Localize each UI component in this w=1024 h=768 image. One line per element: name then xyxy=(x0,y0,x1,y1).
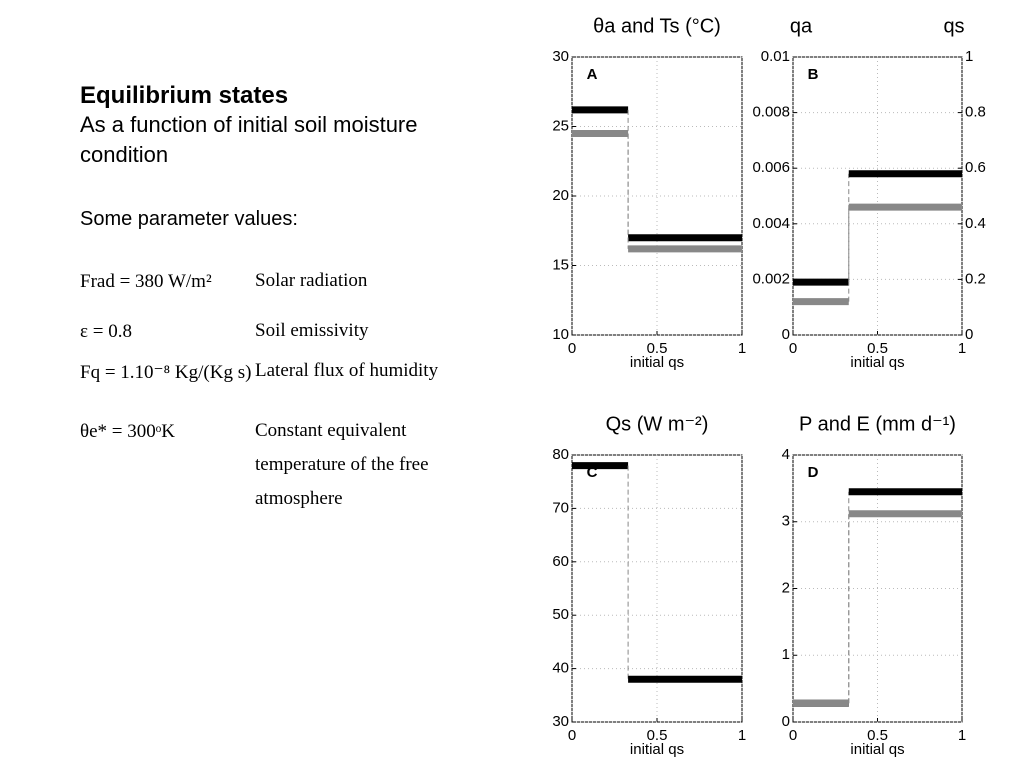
x-axis-label: initial qs xyxy=(630,354,684,371)
params-heading: Some parameter values: xyxy=(80,208,298,230)
y2-tick-label: 0.6 xyxy=(965,159,986,176)
y2-tick-label: 0.4 xyxy=(965,215,986,232)
y-tick-label: 0 xyxy=(782,713,790,730)
y2-tick-label: 0 xyxy=(965,326,973,343)
x-tick-label: 0 xyxy=(568,340,576,357)
y-tick-label: 60 xyxy=(552,553,569,570)
chart-title: θa and Ts (°C) xyxy=(593,15,721,37)
y-tick-label: 10 xyxy=(552,326,569,343)
y2-tick-label: 1 xyxy=(965,48,973,65)
slide-title: Equilibrium states xyxy=(80,82,289,109)
x-tick-label: 0.5 xyxy=(647,727,668,744)
description: Solar radiation xyxy=(255,270,368,291)
y2-tick-label: 0.2 xyxy=(965,270,986,287)
y-tick-label: 0.008 xyxy=(752,104,790,121)
y-tick-label: 2 xyxy=(782,579,790,596)
y-tick-label: 30 xyxy=(552,713,569,730)
y-tick-label: 0.006 xyxy=(752,159,790,176)
x-tick-label: 0.5 xyxy=(647,340,668,357)
y-tick-label: 0.002 xyxy=(752,270,790,287)
y-tick-label: 4 xyxy=(782,446,790,463)
description: Lateral flux of humidity xyxy=(255,360,439,381)
y-tick-label: 0.004 xyxy=(752,215,790,232)
x-tick-label: 0 xyxy=(789,340,797,357)
panel-label: B xyxy=(808,66,819,83)
y-tick-label: 40 xyxy=(552,660,569,677)
y-tick-label: 0 xyxy=(782,326,790,343)
plot-frame xyxy=(792,56,963,336)
formula: ε = 0.8 xyxy=(80,321,132,342)
slide-subtitle: As a function of initial soil moisture c… xyxy=(80,112,418,167)
x-axis-label: initial qs xyxy=(850,741,904,758)
panel-label: D xyxy=(808,464,819,481)
x-tick-label: 0.5 xyxy=(867,340,888,357)
x-tick-label: 1 xyxy=(958,727,966,744)
description: Constant equivalent temperature of the f… xyxy=(255,420,429,509)
formula: Frad = 380 W/m² xyxy=(80,271,212,292)
y-tick-label: 50 xyxy=(552,606,569,623)
x-axis-label: initial qs xyxy=(850,354,904,371)
x-tick-label: 1 xyxy=(738,727,746,744)
y-tick-label: 70 xyxy=(552,499,569,516)
y-tick-label: 20 xyxy=(552,187,569,204)
y-tick-label: 80 xyxy=(552,446,569,463)
y-tick-label: 15 xyxy=(552,256,569,273)
chart-title-right: qs xyxy=(943,15,964,37)
x-tick-label: 0.5 xyxy=(867,727,888,744)
y-tick-label: 1 xyxy=(782,646,790,663)
x-tick-label: 1 xyxy=(738,340,746,357)
y-tick-label: 0.01 xyxy=(761,48,790,65)
chart-title: P and E (mm d⁻¹) xyxy=(799,413,956,435)
x-tick-label: 1 xyxy=(958,340,966,357)
x-tick-label: 0 xyxy=(789,727,797,744)
y-tick-label: 30 xyxy=(552,48,569,65)
y2-tick-label: 0.8 xyxy=(965,104,986,121)
description: Soil emissivity xyxy=(255,320,369,341)
text-panel: Equilibrium states As a function of init… xyxy=(80,82,480,509)
panel-label: C xyxy=(587,464,598,481)
y-tick-label: 3 xyxy=(782,513,790,530)
panel-label: A xyxy=(587,66,598,83)
chart-title-left: qa xyxy=(790,15,813,37)
y-tick-label: 25 xyxy=(552,117,569,134)
x-tick-label: 0 xyxy=(568,727,576,744)
x-axis-label: initial qs xyxy=(630,741,684,758)
formula: θe* = 300ᵒK xyxy=(80,421,175,442)
formula: Fq = 1.10⁻⁸ Kg/(Kg s) xyxy=(80,362,252,383)
chart-title: Qs (W m⁻²) xyxy=(606,413,709,435)
